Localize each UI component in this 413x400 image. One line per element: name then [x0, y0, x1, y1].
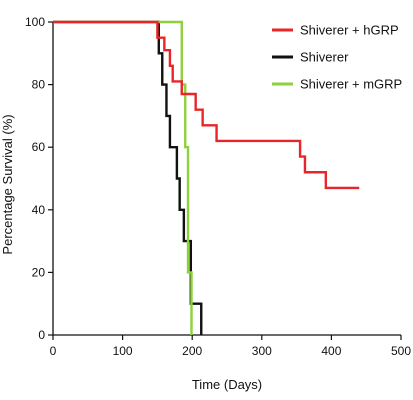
x-tick-label: 100 [113, 344, 133, 358]
y-ticks: 0 20 40 60 80 100 [25, 15, 53, 342]
x-tick-label: 400 [321, 344, 341, 358]
y-tick-label: 100 [25, 15, 45, 29]
series-line-2 [53, 20, 193, 335]
y-tick-label: 80 [32, 78, 46, 92]
axes: 0 100 200 300 400 500 0 20 40 60 80 100 [25, 15, 411, 358]
series-line-1 [53, 20, 203, 335]
x-ticks: 0 100 200 300 400 500 [50, 335, 411, 358]
x-tick-label: 0 [50, 344, 57, 358]
series-line-0 [53, 20, 360, 190]
series-layer [53, 20, 360, 335]
y-axis-title: Percentage Survival (%) [0, 114, 15, 254]
y-tick-label: 20 [32, 265, 46, 279]
x-tick-label: 300 [252, 344, 272, 358]
legend-label: Shiverer + hGRP [300, 23, 399, 38]
y-tick-label: 0 [38, 328, 45, 342]
x-tick-label: 200 [182, 344, 202, 358]
legend: Shiverer + hGRP Shiverer Shiverer + mGRP [272, 23, 402, 92]
x-tick-label: 500 [391, 344, 411, 358]
y-tick-label: 40 [32, 203, 46, 217]
y-tick-label: 60 [32, 140, 46, 154]
legend-label: Shiverer [300, 50, 349, 65]
legend-label: Shiverer + mGRP [300, 77, 402, 92]
x-axis-title: Time (Days) [192, 377, 262, 392]
